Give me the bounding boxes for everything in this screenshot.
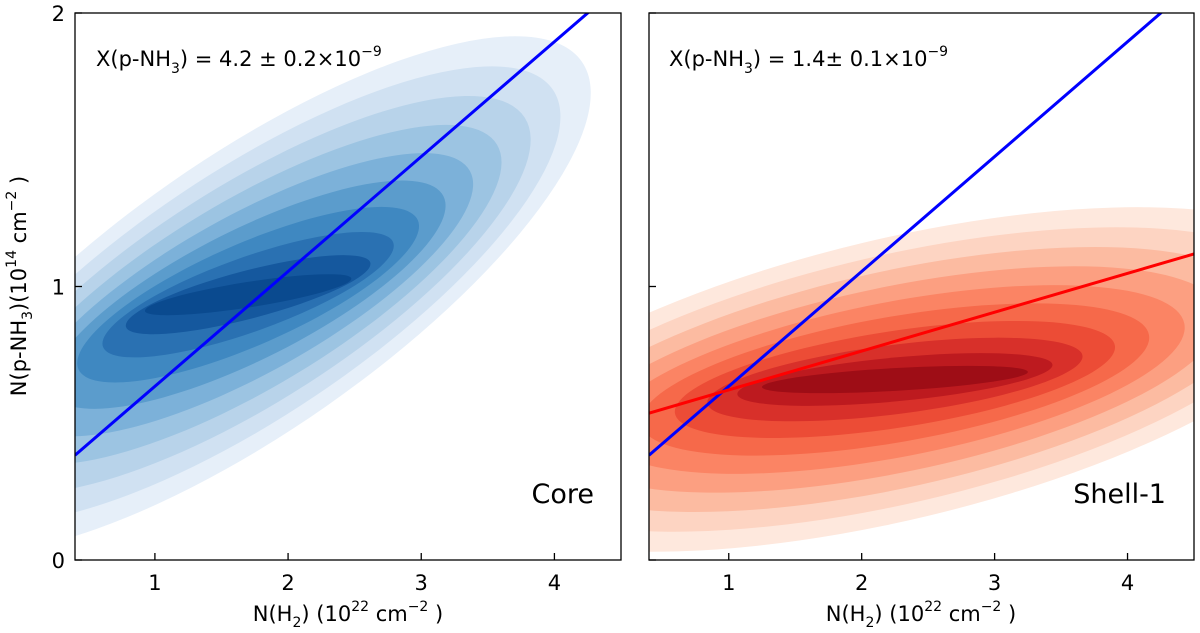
x-tick-label-1: 1 <box>722 571 735 595</box>
fit-line-1 <box>649 13 1164 457</box>
x-tick-label-1: 1 <box>148 571 161 595</box>
x-tick-label-3: 3 <box>415 571 428 595</box>
y-tick-label-2: 2 <box>52 2 65 26</box>
core-density-contours <box>75 36 591 554</box>
x-tick-label-4: 4 <box>1121 571 1134 595</box>
core-y-axis-title: N(p-NH3)(1014 cm−2 ) <box>4 176 36 396</box>
shell-abundance-annotation: X(p-NH3) = 1.4± 0.1×10−9 <box>669 44 948 77</box>
core-plot-area <box>75 13 591 554</box>
shell-density-contours <box>649 207 1194 552</box>
x-tick-label-2: 2 <box>281 571 294 595</box>
shell-x-axis-title: N(H2) (1022 cm−2 ) <box>826 599 1016 631</box>
y-tick-label-1: 1 <box>52 276 65 300</box>
shell-fit-lines <box>649 13 1194 457</box>
panel-shell-1: 1 2 3 4 X(p-NH3) = 1.4± 0.1×10−9 Shell-1 N(… <box>648 12 1195 631</box>
x-tick-label-3: 3 <box>988 571 1001 595</box>
x-tick-label-4: 4 <box>548 571 561 595</box>
core-panel-label: Core <box>532 479 595 510</box>
x-tick-label-2: 2 <box>855 571 868 595</box>
core-x-ticks: 1 2 3 4 <box>148 553 561 595</box>
shell-panel-label: Shell-1 <box>1073 479 1166 510</box>
contour-level-10 <box>144 274 352 316</box>
fit-line-2 <box>649 252 1194 415</box>
core-fit-lines <box>75 13 591 457</box>
shell-plot-area <box>649 13 1194 552</box>
shell-x-ticks: 1 2 3 4 <box>722 553 1134 595</box>
core-y-ticks: 0 1 2 <box>52 2 82 573</box>
core-x-axis-title: N(H2) (1022 cm−2 ) <box>253 599 443 631</box>
y-tick-label-0: 0 <box>52 549 65 573</box>
core-abundance-annotation: X(p-NH3) = 4.2 ± 0.2×10−9 <box>96 44 382 77</box>
contour-level-10 <box>761 365 1028 394</box>
shell-y-ticks <box>649 12 656 561</box>
fit-line-1 <box>75 13 591 457</box>
